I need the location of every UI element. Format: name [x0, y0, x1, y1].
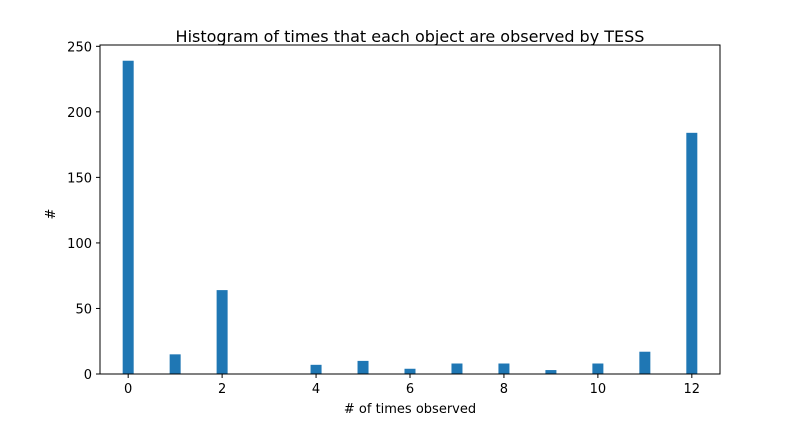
- histogram-bar: [639, 351, 651, 374]
- y-axis-ticks: 0 50 100 150 200 250: [67, 40, 100, 383]
- x-tick-label: 6: [406, 382, 414, 397]
- chart-title: Histogram of times that each object are …: [176, 27, 645, 46]
- histogram-bar: [592, 363, 604, 374]
- x-tick-label: 0: [124, 382, 132, 397]
- y-tick-label: 50: [75, 302, 92, 317]
- histogram-bar: [357, 360, 369, 374]
- x-tick-label: 8: [500, 382, 508, 397]
- histogram-bar: [686, 132, 698, 374]
- bars-group: [122, 60, 698, 374]
- y-tick-label: 150: [67, 171, 92, 186]
- y-axis-label: #: [44, 209, 59, 220]
- y-tick-label: 100: [67, 237, 92, 252]
- histogram-bar: [451, 363, 463, 374]
- histogram-bar: [169, 354, 181, 374]
- histogram-bar: [216, 290, 228, 374]
- histogram-bar: [310, 364, 322, 374]
- x-tick-label: 12: [684, 382, 701, 397]
- y-tick-label: 0: [84, 368, 92, 383]
- histogram-bar: [545, 370, 557, 374]
- histogram-bar: [122, 60, 134, 374]
- x-axis-ticks: 0 2 4 6 8 10 12: [124, 374, 700, 397]
- plot-frame: [99, 44, 721, 375]
- x-tick-label: 4: [312, 382, 320, 397]
- histogram-bar: [404, 368, 416, 374]
- x-tick-label: 2: [218, 382, 226, 397]
- x-tick-label: 10: [590, 382, 607, 397]
- y-tick-label: 200: [67, 106, 92, 121]
- y-tick-label: 250: [67, 40, 92, 55]
- histogram-bar: [498, 363, 510, 374]
- x-axis-label: # of times observed: [344, 402, 476, 417]
